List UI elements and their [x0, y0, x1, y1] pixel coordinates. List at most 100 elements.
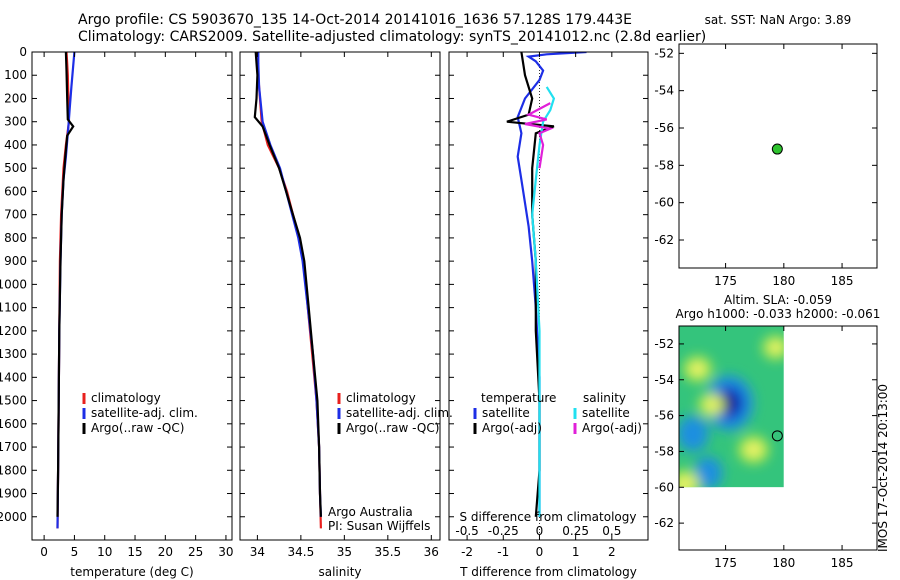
legend-label: satellite-adj. clim.: [91, 406, 198, 420]
y-tick-label: 1200: [0, 324, 27, 338]
sla-field: [679, 326, 784, 488]
x-tick-label: -1: [497, 545, 509, 559]
sla-low-center: [721, 393, 737, 413]
y-tick-label: 2000: [0, 510, 27, 524]
series-line-salinity-argo-adj-: [524, 102, 555, 169]
y-tick-label: 800: [4, 231, 27, 245]
y-tick-label: -62: [654, 516, 674, 530]
legend-label: satellite-adj. clim.: [346, 406, 453, 420]
y-tick-label: 300: [4, 115, 27, 129]
y-tick-label: -54: [654, 84, 674, 98]
x-tick-label: 15: [127, 545, 142, 559]
series-line-argo-raw-qc-: [253, 52, 322, 517]
credit-annotation: PI: Susan Wijffels: [328, 519, 430, 533]
y-tick-label: -52: [654, 337, 674, 351]
x-tick-label: 35: [337, 545, 352, 559]
y-tick-label: 700: [4, 208, 27, 222]
series-line-temperature-argo-adj-: [506, 52, 555, 517]
y-tick-label: 1300: [0, 347, 27, 361]
y-tick-label: -60: [654, 196, 674, 210]
series-line-climatology: [256, 52, 322, 529]
x-tick-label: 175: [714, 274, 737, 288]
x2-axis-label: S difference from climatology: [460, 510, 637, 524]
x2-tick-label: -0.5: [455, 524, 478, 538]
legend-label: satellite: [582, 406, 630, 420]
x-tick-label: 25: [188, 545, 203, 559]
legend-label: satellite: [482, 406, 530, 420]
y-tick-label: 1400: [0, 370, 27, 384]
imos-timestamp: IMOS 17-Oct-2014 20:13:00: [876, 383, 890, 552]
series-line-salinity-satellite: [531, 86, 556, 517]
x2-tick-label: 0.25: [562, 524, 589, 538]
plot-frame: [239, 51, 441, 541]
x-tick-label: 5: [71, 545, 79, 559]
climatology-subtitle: Climatology: CARS2009. Satellite-adjuste…: [78, 29, 707, 45]
x-axis-label: salinity: [318, 565, 361, 579]
x-tick-label: 185: [831, 274, 854, 288]
y-tick-label: -60: [654, 480, 674, 494]
sla-low: [679, 415, 709, 452]
credit-annotation: Argo Australia: [328, 505, 413, 519]
x-tick-label: 2: [608, 545, 616, 559]
y-tick-label: -58: [654, 444, 674, 458]
x-tick-label: 0: [536, 545, 544, 559]
y-tick-label: 1900: [0, 487, 27, 501]
legend-label: climatology: [346, 391, 416, 405]
map-frame: [678, 43, 878, 269]
series-line-temperature-satellite: [516, 52, 587, 517]
x-tick-label: 0: [40, 545, 48, 559]
argo-position-marker: [771, 430, 783, 442]
x-axis-label: temperature (deg C): [70, 565, 193, 579]
x2-tick-label: 0: [536, 524, 544, 538]
legend-label: Argo(-adj): [482, 421, 542, 435]
x-tick-label: 35.5: [374, 545, 401, 559]
y-tick-label: 0: [19, 45, 27, 59]
x-tick-label: -2: [461, 545, 473, 559]
profile-title: Argo profile: CS 5903670_135 14-Oct-2014…: [78, 12, 633, 28]
y-tick-label: 1700: [0, 440, 27, 454]
legend-label: Argo(..raw -QC): [346, 421, 439, 435]
legend-label: Argo(..raw -QC): [91, 421, 184, 435]
y-tick-label: 1100: [0, 301, 27, 315]
y-tick-label: 1800: [0, 463, 27, 477]
x-tick-label: 20: [158, 545, 173, 559]
x-tick-label: 185: [831, 556, 854, 570]
y-tick-label: 600: [4, 184, 27, 198]
plot-frame: [448, 51, 649, 541]
x2-tick-label: -0.25: [488, 524, 519, 538]
y-tick-label: 1600: [0, 417, 27, 431]
y-tick-label: -54: [654, 373, 674, 387]
x-tick-label: 180: [772, 556, 795, 570]
legend-group-title: temperature: [481, 391, 556, 405]
sla-high-core: [690, 362, 705, 376]
y-tick-label: -56: [654, 409, 674, 423]
sla-anomalies: [679, 335, 784, 488]
x-tick-label: 1: [572, 545, 580, 559]
legend-group-title: salinity: [583, 391, 626, 405]
y-tick-label: 400: [4, 138, 27, 152]
x-tick-label: 34.5: [288, 545, 315, 559]
y-tick-label: -58: [654, 158, 674, 172]
difference-panel: -2 -1 0 1 2 T difference from climatology -0.5…: [448, 51, 649, 579]
sla-map-title: Altim. SLA: -0.059: [724, 293, 832, 307]
y-tick-label: 1500: [0, 394, 27, 408]
y-tick-label: 900: [4, 254, 27, 268]
x-tick-label: 34: [250, 545, 265, 559]
sla-low: [693, 456, 723, 488]
salinity-panel: 34 34.5 35 35.5 36 salinity climatologysatelli…: [239, 51, 453, 579]
sst-map-title: sat. SST: NaN Argo: 3.89: [705, 13, 852, 27]
x-tick-label: 10: [97, 545, 112, 559]
x2-tick-label: 0.5: [602, 524, 621, 538]
x-tick-label: 36: [424, 545, 439, 559]
sst-map-panel: 175 180 185 -52 -54 -56 -58 -60 -62 sat. SST: NaN…: [654, 13, 878, 288]
y-tick-label: 100: [4, 68, 27, 82]
y-tick-label: -52: [654, 46, 674, 60]
y-tick-label: 1000: [0, 277, 27, 291]
y-tick-label: 500: [4, 161, 27, 175]
sla-map-subtitle: Argo h1000: -0.033 h2000: -0.061: [676, 307, 881, 321]
sla-high-core: [705, 398, 719, 411]
x-tick-label: 180: [772, 274, 795, 288]
legend-label: climatology: [91, 391, 161, 405]
